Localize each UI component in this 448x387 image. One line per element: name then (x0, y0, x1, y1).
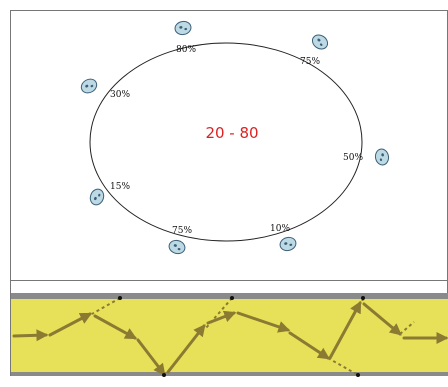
contact-dots (118, 296, 365, 377)
top-panel: 20 - 80 80% 75% 30% (80, 20, 390, 255)
arrow (12, 329, 49, 342)
arrow (236, 311, 291, 333)
marker-label: 15% (110, 182, 130, 192)
arrow (328, 300, 362, 360)
arrow (288, 331, 331, 360)
marker-label: 80% (176, 45, 196, 55)
cell-icon (80, 78, 98, 94)
contact-dot (361, 296, 365, 300)
fiber-top-border (11, 293, 448, 299)
cell-marker-75-bottom: 75% (168, 226, 192, 255)
marker-label: 50% (343, 153, 363, 163)
cell-icon (89, 188, 105, 206)
arrow (93, 314, 138, 340)
cell-marker-10: 10% (270, 224, 297, 252)
contact-dot (230, 296, 234, 300)
cell-icon (279, 236, 297, 252)
ellipse-boundary (89, 42, 363, 242)
contact-dot (162, 373, 166, 377)
cell-icon (174, 20, 192, 36)
cell-marker-80: 80% (174, 20, 196, 55)
arrow (136, 338, 166, 376)
contact-dot (356, 373, 360, 377)
marker-label: 75% (172, 226, 192, 236)
fiber-band (11, 296, 448, 373)
cell-icon (168, 239, 186, 255)
bottom-panel (11, 293, 448, 377)
arrow (166, 324, 206, 374)
cell-marker-15: 15% (89, 182, 130, 206)
cell-marker-30: 30% (80, 78, 130, 100)
fiber-bottom-border (11, 372, 448, 376)
contact-dot (118, 296, 122, 300)
cell-marker-75-top: 75% (300, 34, 329, 67)
marker-label: 10% (270, 224, 290, 234)
arrow (48, 312, 93, 337)
center-label: 20 - 80 (205, 124, 258, 142)
cell-marker-50: 50% (343, 148, 390, 166)
marker-label: 30% (110, 90, 130, 100)
cell-icon (311, 34, 329, 50)
dotted-line (91, 297, 121, 315)
marker-label: 75% (300, 57, 320, 67)
arrow (362, 302, 402, 336)
cell-icon (374, 148, 390, 166)
dotted-line (205, 297, 233, 329)
